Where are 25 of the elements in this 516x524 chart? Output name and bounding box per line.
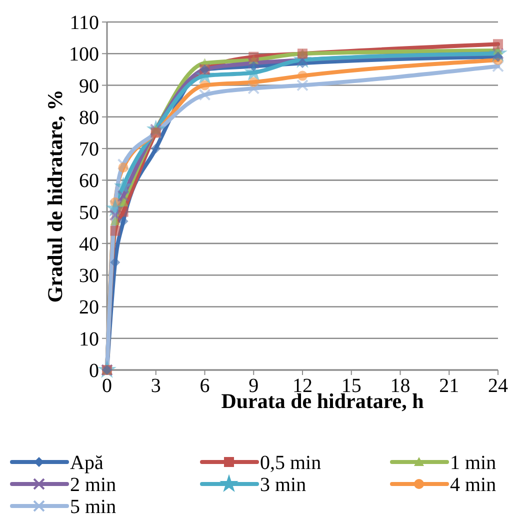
y-tick-label: 30: [79, 265, 99, 288]
legend-label: Apă: [70, 452, 104, 474]
y-tick-label: 70: [79, 138, 99, 161]
y-tick-label: 60: [79, 170, 99, 192]
x-tick-label: 3: [150, 375, 161, 397]
x-tick-label: 6: [200, 375, 210, 397]
x-tick-label: 18: [390, 375, 410, 397]
y-tick-label: 10: [79, 328, 99, 350]
legend-label: 2 min: [70, 474, 116, 496]
legend-label: 0,5 min: [260, 452, 322, 474]
legend-label: 3 min: [260, 474, 306, 496]
y-tick-label: 20: [79, 296, 99, 319]
x-tick-label: 21: [439, 375, 460, 397]
y-axis-title: Gradul de hidratare, %: [43, 89, 67, 303]
legend-label: 1 min: [450, 452, 496, 474]
y-tick-label: 90: [79, 75, 99, 98]
legend-label: 5 min: [70, 496, 116, 518]
y-tick-label: 40: [79, 233, 99, 256]
y-tick-label: 110: [70, 12, 99, 34]
legend-label: 4 min: [450, 474, 496, 496]
y-tick-label: 100: [69, 44, 99, 66]
y-tick-label: 80: [79, 106, 99, 129]
y-tick-label: 0: [89, 360, 99, 382]
x-tick-label: 24: [488, 375, 508, 397]
y-tick-label: 50: [79, 202, 99, 224]
